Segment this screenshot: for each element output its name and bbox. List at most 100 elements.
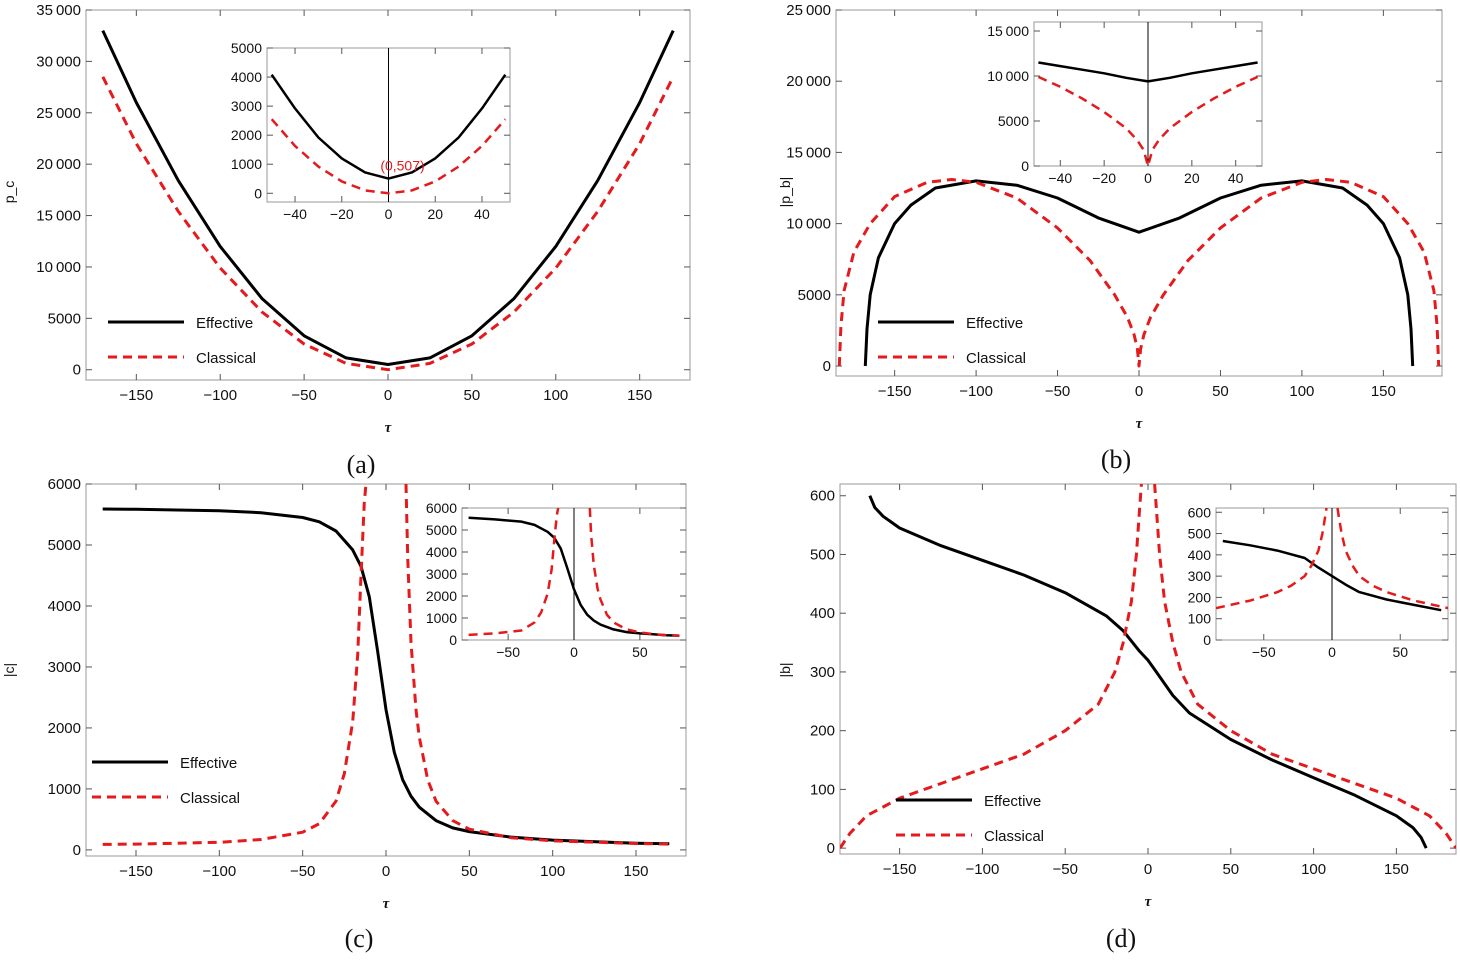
main-x-tick-label: 150 <box>627 387 652 404</box>
inset-series-classical <box>1336 508 1448 610</box>
main-x-tick-label: −50 <box>291 387 316 404</box>
inset-y-tick-label: 10 000 <box>987 68 1029 84</box>
inset-y-tick-label: 3000 <box>426 566 457 582</box>
inset-y-tick-label: 2000 <box>231 127 262 143</box>
main-x-tick-label: −50 <box>1052 861 1077 878</box>
series-effective <box>868 495 1428 849</box>
main-y-tick-label: 15 000 <box>36 208 81 225</box>
inset-series-classical <box>468 508 560 637</box>
legend: Effective Classical <box>896 793 1044 845</box>
main-y-tick-label: 0 <box>827 840 835 857</box>
main-x-tick-label: 50 <box>1222 861 1239 878</box>
main-y-tick-label: 3000 <box>48 659 81 676</box>
y-axis-label: |b| <box>777 662 793 677</box>
main-x-tick-label: −100 <box>203 387 237 404</box>
inset-x-tick-label: −20 <box>330 206 354 222</box>
inset-y-tick-label: 3000 <box>231 98 262 114</box>
main-y-tick-label: 0 <box>73 842 81 859</box>
main-y-tick-label: 100 <box>810 781 835 798</box>
inset-series-group <box>270 73 507 195</box>
chart-a: −150 −100 −50 0 50 100 150 0 5000 10 000 15 000 20 … <box>1 2 691 479</box>
inset-x-tick-label: 0 <box>570 644 578 660</box>
inset-series-effective <box>1038 61 1258 83</box>
inset-series-group <box>1216 508 1448 612</box>
main-x-tick-label: −50 <box>290 863 315 880</box>
inset-x-tick-label: 50 <box>1392 644 1408 660</box>
main-y-tick-label: 1000 <box>48 781 81 798</box>
legend: Effective Classical <box>108 315 256 367</box>
main-x-tick-label: −100 <box>202 863 236 880</box>
inset-y-tick-label: 6000 <box>426 500 457 516</box>
legend-label-classical: Classical <box>180 790 240 807</box>
x-axis-label: τ <box>1145 894 1153 910</box>
inset-series-effective <box>1222 539 1442 612</box>
inset-series-classical <box>588 508 680 638</box>
legend: Effective Classical <box>92 755 240 807</box>
main-x-tick-label: 0 <box>1135 383 1143 400</box>
inset-y-tick-label: 4000 <box>426 544 457 560</box>
main-y-tick-label: 20 000 <box>36 156 81 173</box>
inset-b: −40 −20 0 20 40 0 5000 10 000 15 000 <box>987 21 1263 186</box>
legend-label-classical: Classical <box>966 350 1026 367</box>
inset-series-classical <box>1216 508 1328 610</box>
inset-x-tick-label: 0 <box>1328 644 1336 660</box>
main-y-tick-label: 400 <box>810 605 835 622</box>
inset-y-tick-label: 300 <box>1188 568 1212 584</box>
main-y-tick-label: 500 <box>810 546 835 563</box>
inset-a: −40 −20 0 20 40 0 1000 2000 3000 4000 5000 (0,507) <box>231 40 511 222</box>
series-classical <box>1153 484 1456 849</box>
inset-y-tick-label: 5000 <box>231 40 262 56</box>
main-x-tick-label: 150 <box>1384 861 1409 878</box>
chart-b: −150 −100 −50 0 50 100 150 0 5000 10 000 15 000 20 … <box>777 2 1443 474</box>
main-y-tick-label: 15 000 <box>786 144 831 161</box>
series-classical <box>404 484 670 846</box>
inset-y-tick-label: 4000 <box>231 69 262 85</box>
legend-label-classical: Classical <box>984 828 1044 845</box>
main-x-tick-label: 50 <box>1212 383 1229 400</box>
series-classical <box>837 178 1441 368</box>
inset-y-tick-label: 15 000 <box>987 23 1029 39</box>
main-y-tick-label: 25 000 <box>36 105 81 122</box>
main-y-tick-label: 0 <box>823 358 831 375</box>
main-x-tick-label: 100 <box>540 863 565 880</box>
inset-x-tick-label: −40 <box>283 206 307 222</box>
main-x-tick-label: 0 <box>1144 861 1152 878</box>
x-axis-label: τ <box>1136 416 1144 432</box>
main-x-tick-label: 0 <box>384 387 392 404</box>
main-y-tick-label: 0 <box>73 362 81 379</box>
inset-y-tick-label: 0 <box>1021 158 1029 174</box>
main-y-tick-label: 5000 <box>48 310 81 327</box>
main-x-tick-label: 100 <box>1289 383 1314 400</box>
series-group <box>101 29 675 372</box>
main-x-tick-label: −150 <box>878 383 912 400</box>
legend-label-effective: Effective <box>984 793 1041 810</box>
inset-y-tick-label: 100 <box>1188 611 1212 627</box>
inset-y-tick-label: 0 <box>254 185 262 201</box>
inset-y-tick-label: 400 <box>1188 547 1212 563</box>
panel-label: (c) <box>345 924 374 953</box>
chart-d: −150 −100 −50 0 50 100 1500100200300400500600τ… <box>777 483 1457 953</box>
inset-y-tick-label: 1000 <box>426 610 457 626</box>
inset-x-tick-label: 20 <box>1184 170 1200 186</box>
main-y-tick-label: 6000 <box>48 476 81 493</box>
main-x-tick-label: 100 <box>543 387 568 404</box>
legend-label-effective: Effective <box>196 315 253 332</box>
main-y-tick-label: 35 000 <box>36 2 81 19</box>
inset-series-group <box>1037 61 1259 166</box>
inset-x-tick-label: 40 <box>1228 170 1244 186</box>
main-x-tick-label: −150 <box>119 387 153 404</box>
series-group <box>102 484 670 846</box>
main-y-tick-label: 10 000 <box>786 216 831 233</box>
panel-label: (d) <box>1106 924 1136 953</box>
main-x-tick-label: 100 <box>1301 861 1326 878</box>
main-y-tick-label: 10 000 <box>36 259 81 276</box>
main-y-tick-label: 600 <box>810 488 835 505</box>
y-axis-label: |c| <box>1 663 17 677</box>
inset-series-effective <box>270 73 507 180</box>
inset-y-tick-label: 500 <box>1188 526 1212 542</box>
legend-label-effective: Effective <box>180 755 237 772</box>
inset-x-tick-label: 40 <box>474 206 490 222</box>
inset-x-tick-label: −40 <box>1048 170 1072 186</box>
